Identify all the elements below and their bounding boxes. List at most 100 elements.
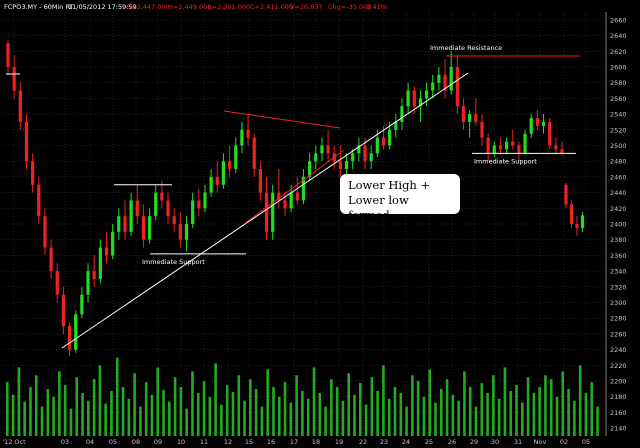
- y-tick-label: 2520: [610, 126, 627, 134]
- candle-body: [375, 137, 379, 154]
- volume-bar: [573, 400, 576, 436]
- volume-bar: [567, 388, 570, 436]
- volume-bar: [590, 382, 594, 436]
- x-tick-label: 09: [154, 438, 162, 446]
- header-low: L=2,391.000: [208, 3, 250, 11]
- volume-bar: [144, 382, 148, 436]
- volume-bar: [457, 400, 460, 436]
- volume-bar: [434, 402, 437, 436]
- candle-body: [535, 118, 539, 126]
- candle-body: [37, 184, 41, 217]
- candle-body: [129, 200, 133, 232]
- candle-body: [308, 161, 312, 177]
- volume-bar: [451, 394, 455, 436]
- volume-bar: [191, 371, 194, 436]
- candle-body: [18, 90, 22, 122]
- y-tick-label: 2300: [610, 299, 627, 307]
- candle-body: [289, 192, 293, 209]
- candle-body: [215, 176, 219, 185]
- x-tick-label: Nov: [534, 438, 547, 446]
- candle-body: [511, 141, 515, 146]
- volume-bar: [52, 396, 55, 436]
- candle-body: [338, 161, 342, 170]
- volume-bar: [312, 367, 316, 436]
- candle-body: [283, 200, 287, 209]
- candle-body: [203, 192, 207, 209]
- candle-body: [523, 133, 527, 154]
- candle-body: [388, 129, 392, 146]
- candle-body: [492, 145, 496, 154]
- header-change-pct: -3.41%: [364, 3, 387, 11]
- x-tick-label: 05: [109, 438, 117, 446]
- y-tick-label: 2340: [610, 268, 627, 276]
- header-high: H=2,449.000: [168, 3, 211, 11]
- volume-bar: [63, 385, 67, 436]
- volume-bar: [555, 396, 559, 436]
- candle-body: [277, 192, 281, 201]
- trendline-white: [61, 72, 469, 349]
- volume-bar: [480, 383, 484, 436]
- volume-bar: [289, 402, 293, 436]
- volume-bar: [225, 385, 229, 436]
- volume-bar: [81, 392, 84, 436]
- candle-body: [301, 176, 306, 201]
- volume-bar: [231, 391, 235, 436]
- candle-body: [6, 43, 10, 67]
- volume-bar: [254, 388, 258, 436]
- volume-bar: [127, 398, 131, 436]
- candle-body: [431, 82, 435, 91]
- y-tick-label: 2240: [610, 346, 627, 354]
- volume-bar: [578, 365, 582, 436]
- candle-body: [197, 200, 201, 209]
- candle-body: [240, 129, 244, 146]
- candle-body: [271, 192, 275, 232]
- header-datetime: 11/05/2012 17:59:59: [68, 3, 137, 11]
- candle-body: [178, 224, 182, 240]
- volume-bar: [34, 375, 38, 436]
- volume-bar: [11, 394, 15, 436]
- x-tick-label: 26: [448, 438, 456, 446]
- candle-body: [31, 161, 35, 185]
- volume-bar: [382, 365, 385, 436]
- candle-body: [43, 216, 47, 248]
- volume-bar: [295, 375, 298, 436]
- volume-bar: [23, 401, 26, 436]
- candle-body: [92, 271, 96, 279]
- callout-line-2: Lower low formed.: [348, 193, 409, 222]
- candle-body: [541, 121, 546, 126]
- y-tick-label: 2260: [610, 330, 627, 338]
- candle-body: [184, 224, 189, 240]
- volume-bar: [115, 357, 119, 436]
- header-open: O=2,447.000: [126, 3, 170, 11]
- candle-body: [24, 121, 29, 162]
- y-tick-label: 2640: [610, 32, 627, 40]
- volume-bar: [399, 392, 403, 436]
- volume-bar: [58, 371, 61, 436]
- x-tick-label: 08: [132, 438, 140, 446]
- x-tick-label: 12: [224, 438, 232, 446]
- candle-body: [320, 145, 324, 154]
- header-close: C=2,411.000: [250, 3, 293, 11]
- volume-bar: [272, 387, 275, 436]
- y-tick-label: 2540: [610, 111, 627, 119]
- volume-bar: [301, 390, 304, 436]
- x-tick-label: 05: [582, 438, 590, 446]
- candle-body: [564, 184, 568, 205]
- volume-bar: [596, 406, 599, 436]
- candle-body: [455, 66, 459, 107]
- callout-line-1: Lower High +: [348, 178, 431, 192]
- candle-body: [252, 137, 256, 170]
- y-tick-label: 2160: [610, 409, 627, 417]
- volume-bar: [526, 377, 530, 436]
- header-volume: V=26,637: [290, 3, 323, 11]
- volume-bar: [173, 377, 177, 436]
- candle-body: [529, 118, 533, 134]
- y-tick-label: 2200: [610, 378, 627, 386]
- candle-body: [326, 145, 330, 154]
- volume-bar: [139, 406, 142, 436]
- candle-body: [104, 247, 109, 256]
- volume-bar: [324, 406, 327, 436]
- candle-body: [369, 153, 373, 162]
- volume-bar: [69, 408, 73, 436]
